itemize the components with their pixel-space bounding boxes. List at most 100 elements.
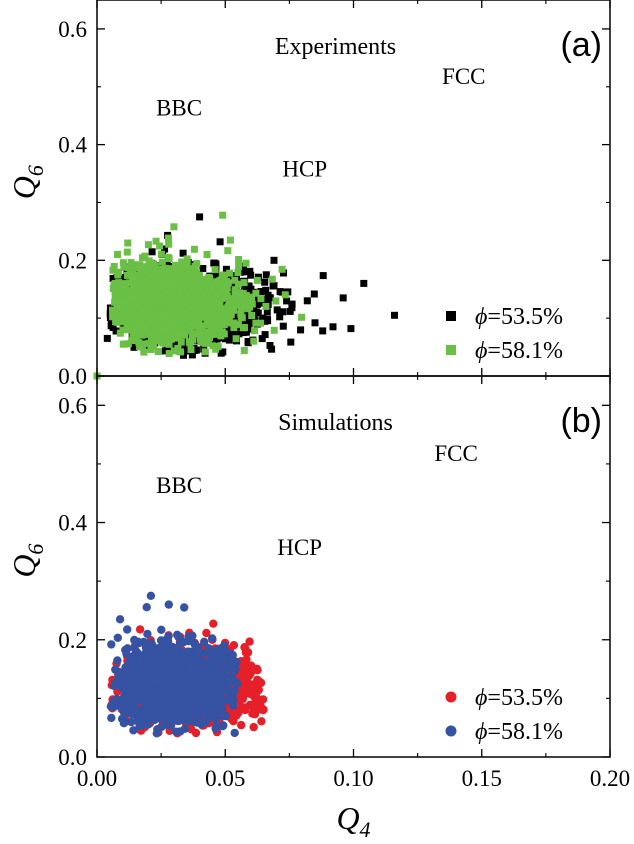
panel-a-series-58-1-point bbox=[165, 350, 173, 357]
panel-a-series-58-1-point bbox=[157, 250, 165, 258]
panel-a-series-58-1-point bbox=[163, 319, 171, 326]
panel-a-series-53-5-point bbox=[257, 288, 265, 295]
panel-a-series-58-1-point bbox=[151, 325, 159, 332]
panel-a-series-58-1-point bbox=[146, 320, 153, 328]
panel-b: 0.00 0.05 0.10 0.15 0.200.00.20.40.6 Simulat… bbox=[6, 375, 630, 842]
panel-b-series-58-1-point bbox=[107, 640, 116, 649]
panel-a-series-58-1-point bbox=[257, 319, 265, 327]
panel-a-legend-value: =53.5% bbox=[487, 304, 563, 330]
panel-a-series-58-1-point bbox=[209, 301, 217, 309]
panel-a-series-58-1-point bbox=[165, 327, 173, 335]
panel-b-series-53-5-point bbox=[252, 697, 261, 706]
panel-a-series-58-1-point bbox=[138, 294, 146, 302]
panel-a-series-53-5-point bbox=[107, 318, 115, 326]
panel-a-series-58-1-point bbox=[197, 304, 205, 312]
panel-a-series-58-1-point bbox=[114, 271, 122, 279]
panel-a-series-58-1-point bbox=[165, 240, 173, 248]
panel-a-series-58-1-point bbox=[216, 283, 224, 290]
panel-b-series-53-5-point bbox=[135, 625, 145, 634]
panel-a-series-53-5-point bbox=[287, 338, 295, 346]
panel-a-series-58-1-point bbox=[111, 298, 119, 306]
panel-a-series-58-1-point bbox=[139, 278, 147, 286]
panel-a-annotation-fcc: FCC bbox=[442, 64, 485, 89]
panel-a-series-58-1-point bbox=[241, 324, 249, 332]
panel-a-series-58-1-point bbox=[230, 324, 238, 332]
panel-a-series-58-1-point bbox=[231, 296, 239, 304]
panel-a-series-58-1-point bbox=[177, 338, 185, 346]
panel-a-series-58-1-point bbox=[199, 288, 207, 296]
panel-a-series-58-1-point bbox=[109, 313, 117, 321]
panel-a-series-58-1-point bbox=[257, 295, 265, 303]
panel-b-series-53-5-point bbox=[209, 619, 218, 628]
panel-a-series-53-5-point bbox=[268, 345, 276, 353]
panel-a-series-58-1-point bbox=[205, 307, 213, 315]
panel-a-series-58-1-point bbox=[136, 264, 144, 272]
panel-a-series-58-1-point bbox=[231, 301, 239, 309]
panel-a-series-58-1-point bbox=[182, 271, 190, 279]
panel-a-series-58-1-point bbox=[270, 326, 278, 334]
panel-a-series-53-5-point bbox=[103, 334, 111, 342]
panel-a-legend-label-53-5: ϕ=53.5% bbox=[475, 304, 563, 330]
panel-a-series-53-5-point bbox=[391, 311, 398, 319]
panel-a-series-58-1-point bbox=[145, 262, 153, 270]
panel-a-series-58-1-point bbox=[122, 297, 130, 305]
panel-a-series-53-5-point bbox=[270, 256, 278, 264]
panel-a-legend-marker-53-5 bbox=[446, 311, 456, 321]
panel-a-series-58-1-point bbox=[176, 275, 184, 283]
panel-a-series-58-1-point bbox=[164, 285, 172, 293]
panel-a-series-58-1-point bbox=[165, 234, 172, 242]
panel-a-series-58-1-point bbox=[238, 304, 246, 312]
panel-a-series-58-1-point bbox=[231, 276, 239, 284]
panel-a-series-58-1-point bbox=[153, 276, 160, 284]
panel-a-series-53-5-point bbox=[286, 307, 294, 315]
panel-a-series-58-1-point bbox=[199, 294, 207, 302]
panel-a-series-58-1-point bbox=[188, 285, 196, 293]
panel-a-annotation-bbc: BBC bbox=[156, 96, 202, 121]
panel-a-series-58-1-point bbox=[240, 279, 248, 287]
panel-b-series-58-1-point bbox=[113, 633, 123, 642]
panel-a-series-58-1-point bbox=[187, 346, 195, 354]
panel-a-ytick-label: 0.0 bbox=[58, 364, 87, 389]
panel-a-series-58-1-point bbox=[230, 319, 238, 327]
panel-a-series-58-1-point bbox=[124, 289, 131, 297]
panel-a-series-58-1-point bbox=[159, 310, 167, 318]
panel-a-series-53-5-point bbox=[188, 351, 196, 359]
panel-a-series-58-1-point bbox=[123, 248, 131, 256]
panel-a-series-53-5-point bbox=[288, 300, 296, 308]
panel-a-series-58-1-point bbox=[216, 298, 224, 306]
panel-b-series-53-5-point bbox=[187, 725, 196, 734]
panel-a-series-58-1-point bbox=[145, 257, 153, 265]
panel-a-label: (a) bbox=[560, 26, 602, 64]
panel-a-series-58-1-point bbox=[174, 334, 182, 342]
panel-a-series-53-5-point bbox=[261, 331, 269, 339]
panel-a-series-58-1-point bbox=[226, 236, 234, 244]
panel-a-series-58-1-point bbox=[150, 343, 158, 351]
panel-b-series-53-5-point bbox=[202, 628, 211, 638]
panel-b-series-58-1-point bbox=[212, 721, 222, 731]
panel-a-series-58-1-point bbox=[130, 325, 138, 333]
panel-a-series-58-1-point bbox=[268, 275, 276, 283]
panel-a-series-53-5-point bbox=[222, 335, 229, 343]
panel-b-series-58-1-point bbox=[143, 629, 152, 639]
panel-a-series-53-5-point bbox=[266, 294, 274, 302]
panel-a-series-53-5-point bbox=[263, 315, 271, 323]
panel-a-series-58-1-point bbox=[190, 315, 198, 323]
panel-a-series-58-1-point bbox=[150, 307, 158, 315]
panel-b-series-53-5-point bbox=[245, 637, 254, 646]
panel-b-series-53-5-point bbox=[242, 672, 251, 682]
panel-a-series-53-5-point bbox=[311, 319, 319, 327]
panel-a-series-58-1-point bbox=[177, 321, 185, 329]
panel-a-series-58-1-point bbox=[131, 314, 138, 322]
panel-a-series-58-1-point bbox=[178, 263, 186, 270]
panel-a-series-58-1-point bbox=[251, 327, 259, 335]
panel-a-series-58-1-point bbox=[179, 259, 187, 267]
panel-a-series-58-1-point bbox=[234, 320, 242, 328]
panel-a-series-58-1-point bbox=[212, 307, 220, 314]
panel-b-series-58-1-point bbox=[230, 728, 239, 738]
panel-b-series-58-1-point bbox=[121, 645, 130, 655]
panel-a-series-58-1-point bbox=[129, 263, 136, 271]
panel-a-series-58-1-point bbox=[175, 270, 183, 278]
panel-a-series-53-5-point bbox=[258, 335, 266, 343]
panel-a-annotation-hcp: HCP bbox=[282, 156, 327, 181]
